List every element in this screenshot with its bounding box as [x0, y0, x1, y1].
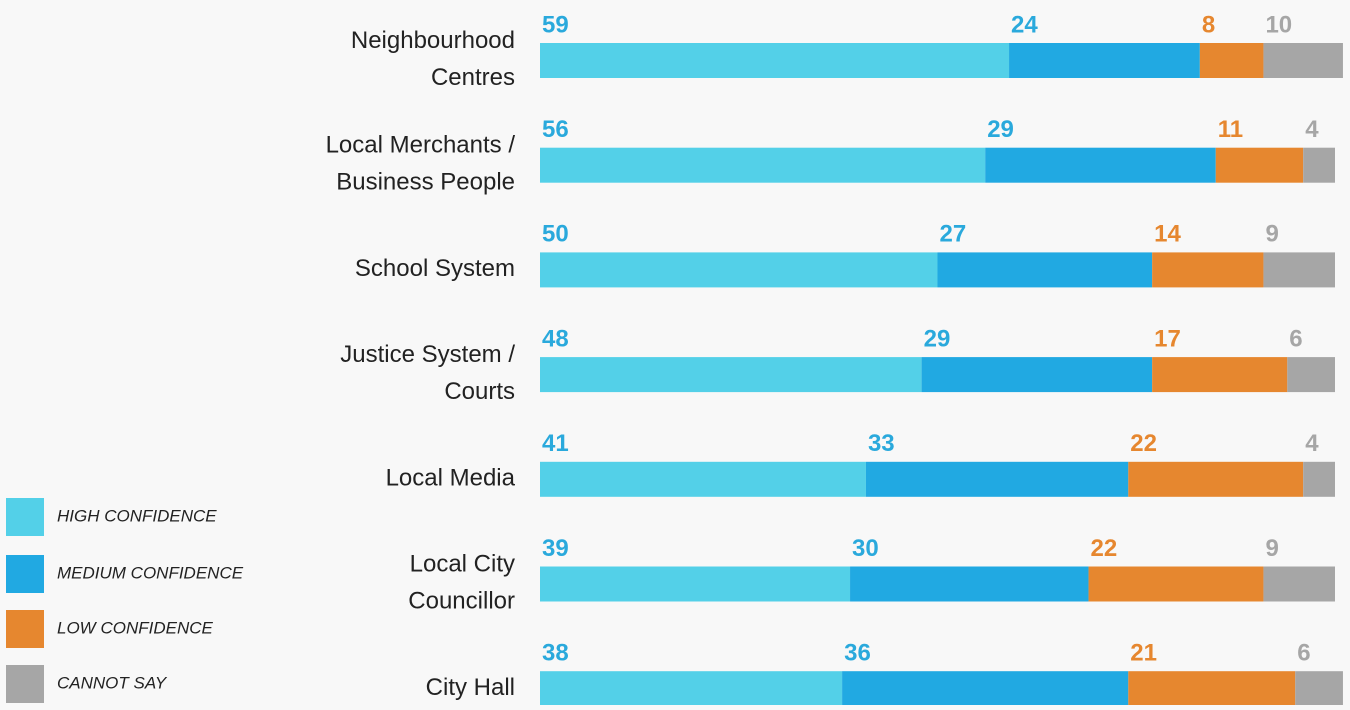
- legend-swatch: [6, 555, 44, 593]
- bar-segment: [540, 566, 851, 602]
- bar-segment: [1263, 566, 1335, 602]
- value-label: 4: [1305, 116, 1319, 143]
- category-label: Local Media: [386, 465, 516, 492]
- value-label: 14: [1154, 221, 1181, 248]
- value-label: 27: [940, 221, 967, 248]
- value-label: 22: [1091, 535, 1118, 562]
- value-label: 38: [542, 640, 569, 667]
- bar-segment: [1088, 566, 1264, 602]
- category-label: City Hall: [426, 674, 515, 701]
- value-label: 9: [1265, 535, 1278, 562]
- bar-segment: [540, 461, 866, 497]
- bar-segment: [1295, 671, 1343, 707]
- bar-segment: [1215, 147, 1304, 183]
- value-label: 48: [542, 325, 569, 352]
- value-label: 29: [924, 325, 951, 352]
- legend-label: MEDIUM CONFIDENCE: [57, 563, 244, 582]
- value-label: 36: [844, 640, 871, 667]
- value-label: 10: [1265, 11, 1292, 38]
- bar-segment: [1287, 357, 1335, 393]
- value-label: 8: [1202, 11, 1215, 38]
- value-label: 33: [868, 430, 895, 457]
- bar-segment: [1263, 43, 1343, 78]
- bar-segment: [1152, 252, 1264, 288]
- bar-segment: [1263, 252, 1335, 288]
- value-label: 21: [1130, 640, 1157, 667]
- legend-label: LOW CONFIDENCE: [57, 618, 214, 637]
- legend-label: HIGH CONFIDENCE: [57, 506, 217, 525]
- value-label: 30: [852, 535, 879, 562]
- bar-segment: [865, 461, 1129, 497]
- bar-segment: [540, 357, 922, 393]
- bar-segment: [1199, 43, 1264, 78]
- value-label: 50: [542, 221, 569, 248]
- bar-segment: [850, 566, 1089, 602]
- bar-segment: [1303, 147, 1335, 183]
- value-label: 6: [1289, 325, 1302, 352]
- legend-swatch: [6, 665, 44, 703]
- legend-swatch: [6, 498, 44, 536]
- value-label: 24: [1011, 11, 1038, 38]
- bar-segment: [1152, 357, 1288, 393]
- legend-label: CANNOT SAY: [57, 673, 168, 692]
- category-label: Local City Councillor: [408, 551, 515, 615]
- bar-segment: [921, 357, 1153, 393]
- value-label: 29: [987, 116, 1014, 143]
- bar-segment: [540, 147, 986, 183]
- value-label: 9: [1265, 221, 1278, 248]
- bar-segment: [540, 43, 1010, 78]
- legend-swatch: [6, 610, 44, 648]
- bar-segment: [1128, 671, 1296, 707]
- value-label: 59: [542, 11, 569, 38]
- value-label: 22: [1130, 430, 1157, 457]
- bar-segment: [540, 671, 843, 707]
- bar-segment: [937, 252, 1153, 288]
- value-label: 11: [1218, 116, 1243, 143]
- bar-segment: [1128, 461, 1304, 497]
- bar-segment: [842, 671, 1129, 707]
- value-label: 6: [1297, 640, 1310, 667]
- category-label: Justice System / Courts: [340, 341, 515, 405]
- category-label: Local Merchants / Business People: [326, 132, 516, 196]
- value-label: 41: [542, 430, 569, 457]
- bar-segment: [985, 147, 1216, 183]
- category-label: Neighbourhood Centres: [351, 27, 515, 91]
- value-label: 17: [1154, 325, 1181, 352]
- bar-segment: [1303, 461, 1335, 497]
- value-label: 4: [1305, 430, 1319, 457]
- value-label: 39: [542, 535, 569, 562]
- bar-segment: [1009, 43, 1200, 78]
- value-label: 56: [542, 116, 569, 143]
- category-label: School System: [355, 255, 515, 282]
- bar-segment: [540, 252, 938, 288]
